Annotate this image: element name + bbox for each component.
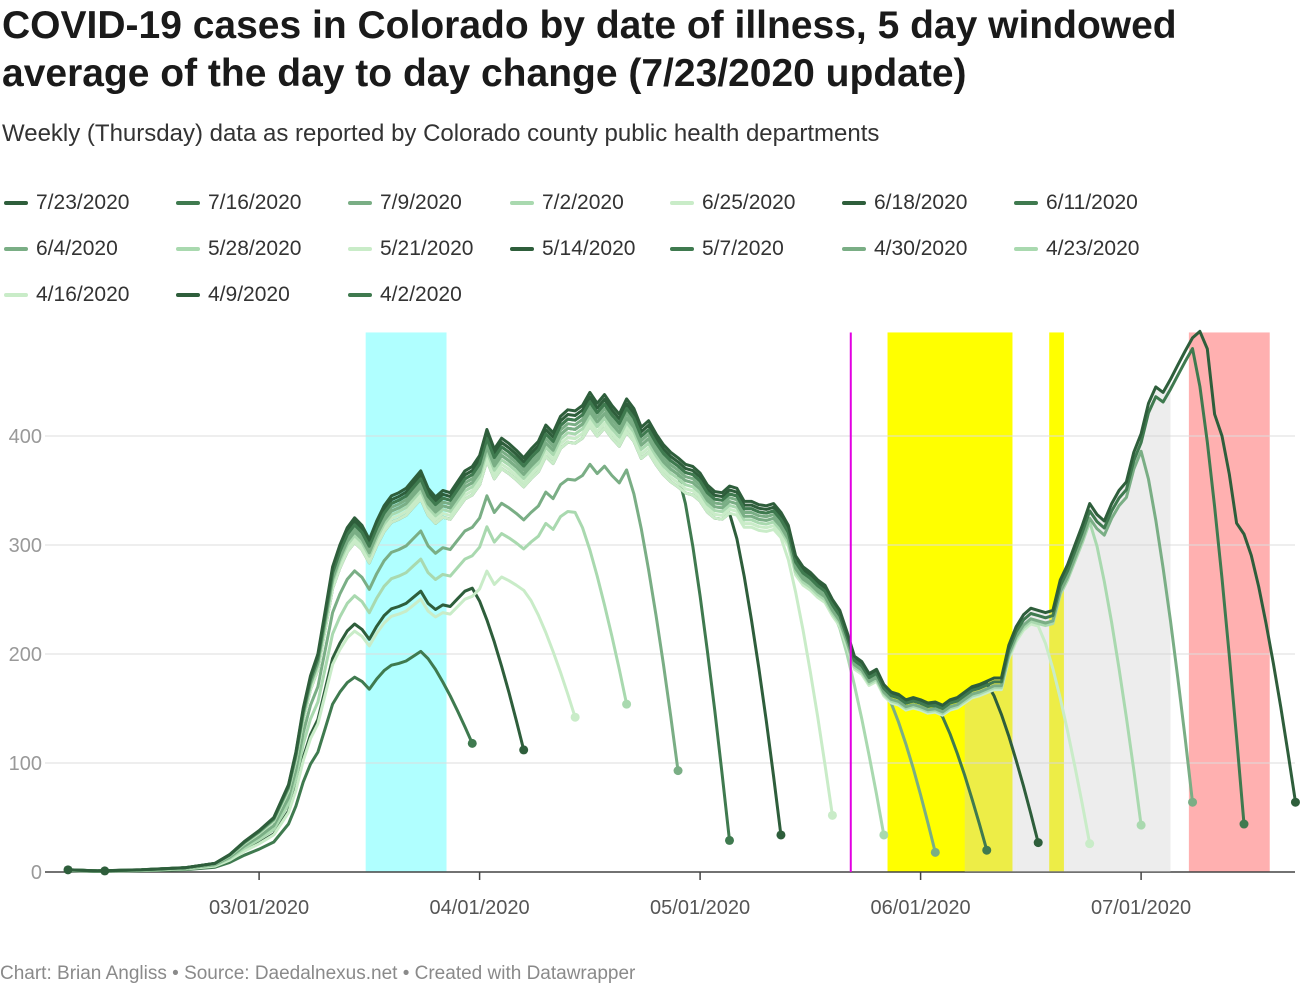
series-line <box>67 569 577 873</box>
legend-item: 5/28/2020 <box>172 226 344 272</box>
legend-label: 4/2/2020 <box>380 283 462 306</box>
series-end-point <box>673 766 683 776</box>
x-tick-label: 06/01/2020 <box>871 897 971 919</box>
legend-item: 7/2/2020 <box>506 180 666 226</box>
y-tick-label: 300 <box>9 535 42 557</box>
legend-swatch <box>670 247 694 251</box>
legend-label: 7/16/2020 <box>208 191 302 214</box>
series-end-point <box>879 830 889 840</box>
legend-item: 7/23/2020 <box>0 180 172 226</box>
legend-swatch <box>842 201 866 205</box>
legend-item: 7/16/2020 <box>172 180 344 226</box>
series-line <box>67 329 1297 873</box>
series-line <box>67 586 526 873</box>
legend-label: 6/11/2020 <box>1046 191 1138 214</box>
x-tick-label: 07/01/2020 <box>1091 897 1191 919</box>
series-end-point <box>827 810 837 820</box>
y-tick-label: 200 <box>9 644 42 666</box>
legend-swatch <box>510 247 534 251</box>
legend-label: 6/25/2020 <box>702 191 796 214</box>
series-end-point <box>622 699 632 709</box>
legend-item: 5/21/2020 <box>344 226 506 272</box>
x-tick-label: 04/01/2020 <box>430 897 530 919</box>
line-chart: 0 100 200 300 400 03/01/2020 04/01/2020 05/01/2… <box>9 329 1300 919</box>
legend-item: 4/30/2020 <box>838 226 1010 272</box>
series-end-point <box>1085 839 1095 849</box>
legend: 7/23/2020 7/16/2020 7/9/2020 7/2/2020 6/25/2… <box>0 180 1240 318</box>
legend-item: 5/14/2020 <box>506 226 666 272</box>
legend-swatch <box>348 293 372 297</box>
legend-label: 5/21/2020 <box>380 237 474 260</box>
shaded-gap <box>1016 564 1068 872</box>
y-tick-label: 100 <box>9 753 42 775</box>
series-line <box>67 410 1194 873</box>
legend-label: 7/23/2020 <box>36 191 130 214</box>
legend-item: 4/23/2020 <box>1010 226 1190 272</box>
legend-swatch <box>842 247 866 251</box>
x-tick-label: 03/01/2020 <box>209 897 309 919</box>
series-end-point <box>1290 797 1300 807</box>
series-end-point <box>1188 797 1198 807</box>
x-tick-label: 05/01/2020 <box>650 897 750 919</box>
legend-swatch <box>176 293 200 297</box>
series-end-point <box>725 835 734 845</box>
legend-item: 6/4/2020 <box>0 226 172 272</box>
series-end-point <box>1136 820 1146 830</box>
legend-swatch <box>348 247 372 251</box>
legend-item: 6/11/2020 <box>1010 180 1190 226</box>
y-tick-label: 0 <box>31 862 42 884</box>
highlight-band-red <box>1188 332 1270 872</box>
legend-label: 5/7/2020 <box>702 237 784 260</box>
legend-swatch <box>4 293 28 297</box>
series-line <box>67 649 474 873</box>
chart-title: COVID-19 cases in Colorado by date of il… <box>2 4 1177 95</box>
series-line <box>67 462 680 873</box>
series-end-point <box>982 845 992 855</box>
legend-swatch <box>1014 201 1038 205</box>
series-end-point <box>776 830 786 840</box>
series-line <box>67 347 1246 873</box>
legend-swatch <box>176 247 200 251</box>
chart-subtitle: Weekly (Thursday) data as reported by Co… <box>2 120 880 147</box>
legend-label: 4/16/2020 <box>36 283 130 306</box>
legend-label: 6/4/2020 <box>36 237 118 260</box>
series-start-point <box>63 865 73 875</box>
legend-label: 7/2/2020 <box>542 191 624 214</box>
legend-swatch <box>348 201 372 205</box>
legend-item: 4/2/2020 <box>344 272 506 318</box>
legend-item: 6/25/2020 <box>666 180 838 226</box>
legend-label: 7/9/2020 <box>380 191 462 214</box>
legend-label: 4/9/2020 <box>208 283 290 306</box>
legend-item: 7/9/2020 <box>344 180 506 226</box>
legend-label: 4/30/2020 <box>874 237 968 260</box>
legend-label: 4/23/2020 <box>1046 237 1140 260</box>
legend-swatch <box>4 201 28 205</box>
legend-item: 4/16/2020 <box>0 272 172 318</box>
chart-area: 0 100 200 300 400 03/01/2020 04/01/2020 05/01/2… <box>0 310 1300 925</box>
legend-swatch <box>670 201 694 205</box>
series-end-point <box>467 738 477 748</box>
legend-item: 5/7/2020 <box>666 226 838 272</box>
y-tick-label: 400 <box>9 426 42 448</box>
legend-swatch <box>1014 247 1038 251</box>
legend-swatch <box>510 201 534 205</box>
legend-swatch <box>176 201 200 205</box>
series-line <box>67 510 629 873</box>
legend-label: 6/18/2020 <box>874 191 968 214</box>
series-end-point <box>1033 838 1043 848</box>
legend-label: 5/14/2020 <box>542 237 636 260</box>
legend-swatch <box>4 247 28 251</box>
series-end-point <box>570 712 580 722</box>
series-end-point <box>519 745 529 755</box>
legend-label: 5/28/2020 <box>208 237 302 260</box>
series-end-point <box>1239 819 1249 829</box>
series-end-point <box>930 847 940 857</box>
legend-item: 4/9/2020 <box>172 272 344 318</box>
chart-footer: Chart: Brian Angliss • Source: Daedalnex… <box>0 963 636 984</box>
highlight-band-yellow <box>887 332 1013 872</box>
legend-item: 6/18/2020 <box>838 180 1010 226</box>
series-start-point <box>100 866 110 876</box>
shaded-gap <box>1119 379 1171 872</box>
